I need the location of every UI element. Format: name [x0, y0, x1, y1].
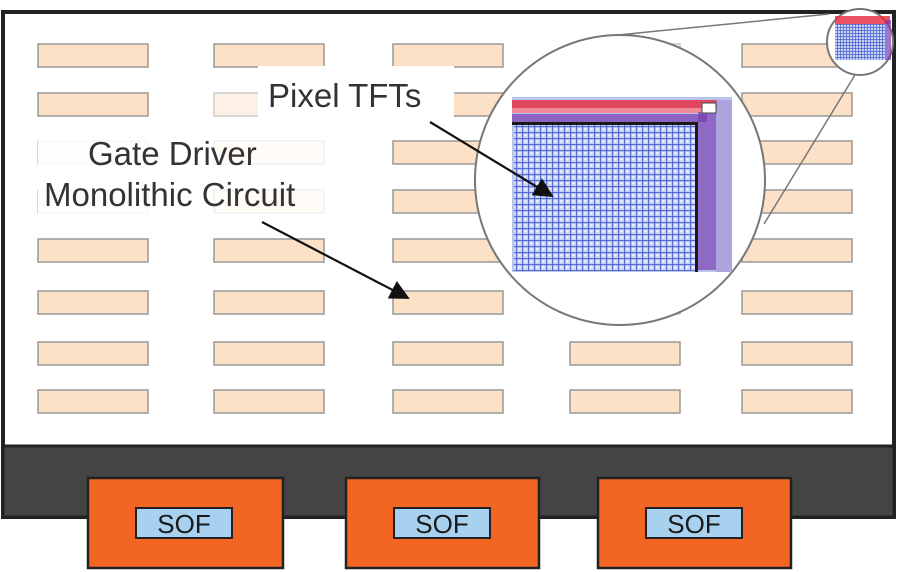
zoom-line-top	[617, 13, 830, 36]
gate-driver-block	[213, 43, 325, 68]
gate-driver-block	[213, 238, 325, 263]
gate-driver-arrow	[261, 221, 410, 299]
gate-driver-block	[37, 290, 149, 315]
sof-label-3: SOF	[667, 509, 720, 539]
sof-package-1: SOF	[86, 476, 285, 570]
zoom-line-bottom	[763, 69, 859, 225]
gate-driver-block	[392, 238, 504, 263]
sof-label-1: SOF	[157, 509, 210, 539]
gate-driver-block	[213, 290, 325, 315]
gate-driver-block	[392, 290, 504, 315]
gate-driver-block	[569, 389, 681, 414]
gate-driver-block	[37, 238, 149, 263]
gate-driver-block	[213, 389, 325, 414]
pixel-tfts-label: Pixel TFTs	[268, 77, 421, 114]
monolithic-circuit-label: Monolithic Circuit	[44, 176, 295, 213]
sof-label-2: SOF	[415, 509, 468, 539]
magnifier-lens	[474, 34, 766, 326]
sof-package-2: SOF	[344, 476, 541, 570]
gate-driver-block	[392, 341, 504, 366]
sof-package-3: SOF	[596, 476, 793, 570]
tft-array-zoomed	[514, 125, 698, 271]
gate-driver-block	[741, 238, 853, 263]
gate-driver-block	[392, 389, 504, 414]
gate-driver-block	[392, 43, 504, 68]
gate-driver-block	[37, 43, 149, 68]
gate-driver-block	[741, 341, 853, 366]
gate-driver-block	[37, 341, 149, 366]
gate-driver-block	[37, 92, 149, 117]
gate-driver-block	[741, 290, 853, 315]
gate-driver-block	[213, 341, 325, 366]
gate-driver-block	[569, 341, 681, 366]
gate-driver-label: Gate Driver	[88, 135, 257, 172]
corner-zoom-source	[826, 8, 894, 76]
gate-driver-block	[37, 389, 149, 414]
pixel-tfts-arrow	[429, 121, 554, 198]
gate-driver-block	[741, 92, 853, 117]
gate-driver-block	[741, 389, 853, 414]
